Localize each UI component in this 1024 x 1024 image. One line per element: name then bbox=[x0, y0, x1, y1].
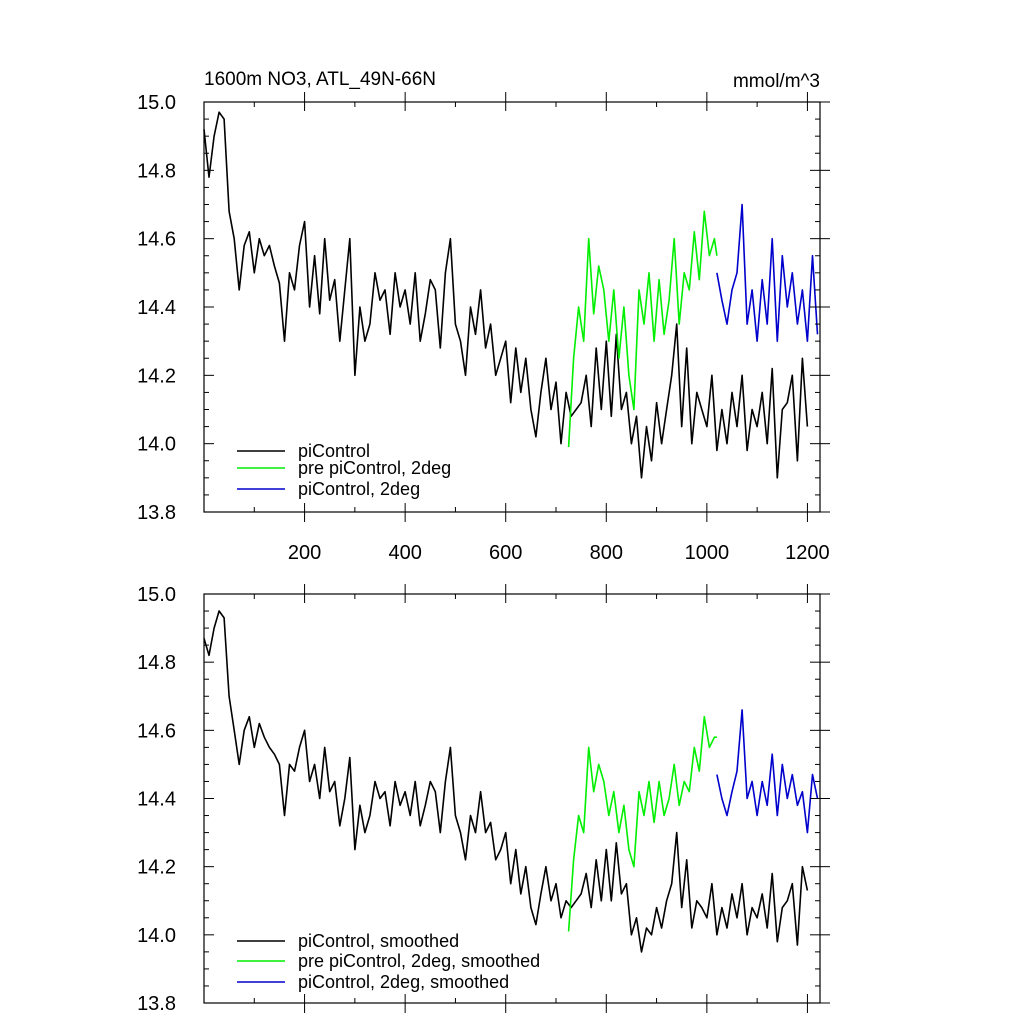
series-line-2 bbox=[716, 203, 819, 343]
y-tick-label: 14.6 bbox=[137, 229, 176, 251]
y-tick-label: 14.0 bbox=[137, 925, 176, 947]
x-tick-label: 400 bbox=[388, 542, 421, 564]
plot-frame bbox=[203, 101, 821, 513]
legend-label-0: piControl bbox=[298, 441, 370, 461]
y-tick-label: 14.0 bbox=[137, 434, 176, 456]
x-tick-label: 1200 bbox=[785, 542, 830, 564]
series-line-1 bbox=[567, 210, 718, 448]
y-tick-label: 14.4 bbox=[137, 297, 176, 319]
series-line-1 bbox=[567, 715, 717, 932]
y-tick-label: 15.0 bbox=[137, 584, 176, 606]
y-tick-label: 13.8 bbox=[137, 502, 176, 524]
x-tick-label: 200 bbox=[288, 542, 321, 564]
series-line-0 bbox=[203, 610, 809, 953]
y-tick-label: 14.2 bbox=[137, 365, 176, 387]
legend-label-2: piControl, 2deg, smoothed bbox=[298, 972, 509, 992]
legend-label-1: pre piControl, 2deg, smoothed bbox=[298, 951, 540, 971]
series-line-2 bbox=[716, 709, 819, 834]
y-tick-label: 14.4 bbox=[137, 789, 176, 811]
legend-label-0: piControl, smoothed bbox=[298, 931, 459, 951]
legend-label-1: pre piControl, 2deg bbox=[298, 458, 451, 478]
chart-title: 1600m NO3, ATL_49N-66N bbox=[204, 69, 436, 90]
y-tick-label: 13.8 bbox=[137, 993, 176, 1015]
y-tick-label: 14.8 bbox=[137, 652, 176, 674]
y-tick-label: 14.6 bbox=[137, 720, 176, 742]
plot-frame bbox=[203, 593, 821, 1004]
legend-label-2: piControl, 2deg bbox=[298, 479, 420, 499]
y-tick-label: 14.2 bbox=[137, 857, 176, 879]
x-tick-label: 1000 bbox=[685, 542, 730, 564]
series-line-0 bbox=[203, 111, 809, 479]
y-tick-label: 14.8 bbox=[137, 160, 176, 182]
units-label: mmol/m^3 bbox=[733, 71, 820, 92]
bottom-panel: 13.8 14.0 14.2 14.4 14.6 14.8 15.0 piControl, s… bbox=[137, 584, 830, 1015]
x-tick-label: 800 bbox=[590, 542, 623, 564]
y-tick-label: 15.0 bbox=[137, 92, 176, 114]
top-panel: 1600m NO3, ATL_49N-66N mmol/m^3 200 400 60… bbox=[137, 69, 830, 564]
x-tick-label: 600 bbox=[489, 542, 522, 564]
